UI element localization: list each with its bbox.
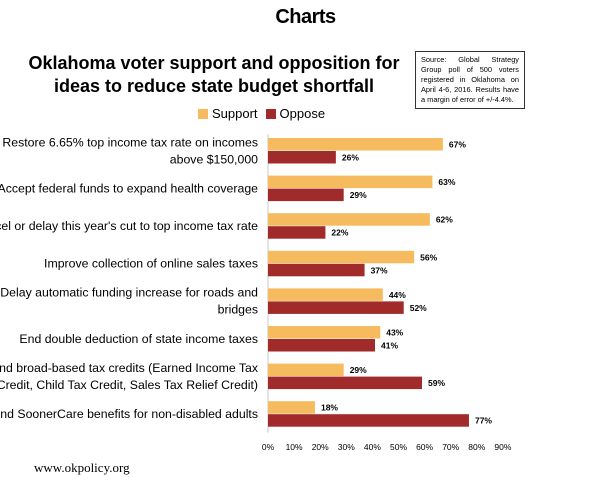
x-tick-label: 0% (262, 442, 275, 452)
category-label: End SoonerCare benefits for non-disabled… (0, 407, 258, 421)
x-tick-label: 70% (442, 442, 459, 452)
category-label: Delay automatic funding increase for roa… (0, 286, 258, 317)
bar-oppose (268, 226, 326, 239)
category-label-line: Accept federal funds to expand health co… (0, 181, 258, 195)
legend: Support Oppose (198, 106, 333, 121)
bar-support (268, 401, 315, 414)
data-label-support: 43% (386, 328, 403, 338)
category-label-line: above $150,000 (170, 152, 258, 166)
category-label: Cancel or delay this year's cut to top i… (0, 219, 258, 233)
data-label-support: 62% (436, 215, 453, 225)
category-label-line: Improve collection of online sales taxes (44, 257, 258, 271)
data-label-support: 44% (389, 290, 406, 300)
chart-title-line-2: ideas to reduce state budget shortfall (53, 76, 375, 96)
data-label-support: 29% (350, 365, 367, 375)
data-label-oppose: 41% (381, 341, 398, 351)
category-label-line: Delay automatic funding increase for roa… (0, 286, 258, 300)
category-label: Improve collection of online sales taxes (44, 257, 258, 271)
bar-support (268, 213, 430, 226)
data-label-support: 56% (420, 252, 437, 262)
source-note: Source: Global Strategy Group poll of 50… (415, 51, 525, 109)
legend-swatch-oppose (265, 108, 276, 119)
bar-oppose (268, 376, 422, 390)
data-label-support: 67% (449, 140, 466, 150)
bar-support (268, 326, 381, 339)
category-label: End double deduction of state income tax… (19, 332, 258, 346)
category-label: End broad-based tax credits (Earned Inco… (0, 361, 259, 392)
data-label-oppose: 29% (350, 190, 367, 200)
legend-label-support: Support (212, 106, 258, 121)
legend-item-oppose: Oppose (265, 106, 326, 121)
chart-title: Oklahoma voter support and opposition fo… (28, 52, 400, 98)
bar-oppose (268, 414, 469, 427)
bar-support (268, 250, 415, 264)
data-label-support: 18% (321, 403, 338, 413)
bar-support (268, 288, 383, 301)
x-tick-label: 90% (494, 442, 511, 452)
x-tick-label: 30% (338, 442, 355, 452)
category-label-line: End broad-based tax credits (Earned Inco… (0, 361, 259, 375)
footer-url: www.okpolicy.org (34, 460, 130, 475)
category-label-line: End double deduction of state income tax… (19, 332, 258, 346)
category-label-line: End SoonerCare benefits for non-disabled… (0, 407, 258, 421)
bar-oppose (268, 339, 376, 352)
page-heading: Charts (275, 6, 336, 28)
bar-oppose (268, 263, 365, 277)
data-label-oppose: 52% (410, 303, 427, 313)
x-tick-label: 10% (286, 442, 303, 452)
chart-title-line-1: Oklahoma voter support and opposition fo… (28, 53, 400, 73)
category-label: Restore 6.65% top income tax rate on inc… (2, 135, 258, 166)
data-label-oppose: 37% (371, 265, 388, 275)
bar-support (268, 175, 433, 189)
x-tick-label: 60% (416, 442, 433, 452)
data-label-oppose: 59% (428, 378, 445, 388)
bar-support (268, 138, 443, 151)
category-label-line: Cancel or delay this year's cut to top i… (0, 219, 258, 233)
bar-oppose (268, 151, 336, 164)
x-tick-label: 20% (312, 442, 329, 452)
bar-support (268, 363, 344, 377)
data-label-support: 63% (438, 177, 455, 187)
category-label: Accept federal funds to expand health co… (0, 181, 258, 195)
data-label-oppose: 22% (331, 228, 348, 238)
x-tick-label: 50% (390, 442, 407, 452)
legend-label-oppose: Oppose (279, 106, 326, 121)
bar-oppose (268, 188, 344, 202)
legend-item-support: Support (198, 106, 258, 121)
data-label-oppose: 26% (342, 153, 359, 163)
legend-swatch-support (198, 108, 208, 119)
data-label-oppose: 77% (475, 416, 492, 426)
category-label-line: Credit, Child Tax Credit, Sales Tax Reli… (0, 378, 258, 392)
category-label-line: bridges (218, 303, 258, 317)
x-tick-label: 40% (364, 442, 381, 452)
category-label-line: Restore 6.65% top income tax rate on inc… (2, 135, 258, 149)
x-tick-label: 80% (468, 442, 485, 452)
bar-oppose (268, 301, 404, 314)
